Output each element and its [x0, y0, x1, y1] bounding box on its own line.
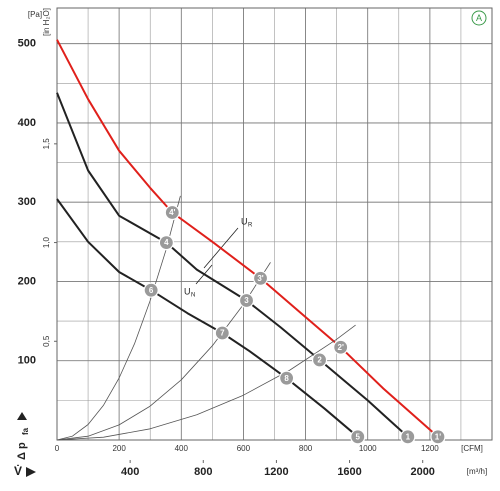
curve: [56, 39, 439, 438]
curve: [56, 198, 359, 438]
point-marker: [279, 370, 295, 386]
point-marker: [333, 339, 349, 355]
point-label: 8: [284, 374, 289, 383]
y2-tick-label: 0,5: [42, 335, 51, 347]
y-symbol: Δ p fa: [16, 412, 30, 460]
point-marker: [238, 292, 255, 309]
y-tick-label: 200: [18, 275, 36, 287]
y-tick-label: 300: [18, 196, 36, 208]
y-symbol-sub: fa: [21, 427, 30, 435]
y-arrow: [17, 412, 27, 420]
point-marker: [400, 429, 416, 445]
x2-tick-label: 1600: [337, 466, 361, 478]
point-marker: [143, 282, 159, 298]
x-tick-label: 600: [237, 444, 251, 453]
badge-circle: [471, 10, 487, 26]
x2-tick-label: 400: [121, 466, 139, 478]
x-tick-label: 200: [112, 444, 126, 453]
x-tick-label: 800: [299, 444, 313, 453]
badge: A: [476, 13, 482, 23]
grid: [56, 8, 492, 440]
y2-tick-label: 1,0: [42, 236, 51, 248]
y-tick-label: 100: [18, 355, 36, 367]
point-label: 4': [169, 208, 175, 217]
annotation-sub: R: [248, 223, 253, 229]
x-symbol: V̇: [14, 463, 22, 478]
point-marker: [164, 204, 180, 221]
point-label: 1': [435, 432, 441, 441]
y2-unit: [in H₂O]: [42, 8, 51, 36]
y-symbol-main: Δ p: [16, 442, 28, 460]
x-unit: [CFM]: [461, 444, 483, 453]
point-label: 3: [244, 296, 249, 305]
y2-tick-label: 1,5: [42, 138, 51, 150]
x2-tick-label: 800: [194, 466, 212, 478]
x2-tick-label: 1200: [264, 466, 288, 478]
x-tick-label: 1200: [421, 444, 439, 453]
y-tick-label: 500: [18, 38, 36, 50]
x2-unit: [m³/h]: [467, 467, 487, 476]
y-unit: [Pa]: [28, 10, 42, 19]
point-label: 1: [406, 432, 411, 441]
point-label: 7: [220, 329, 225, 338]
annotation-sub: N: [191, 293, 195, 299]
point-marker: [350, 429, 366, 445]
curve: [56, 262, 271, 441]
point-label: 3': [257, 274, 263, 283]
point-label: 6: [149, 286, 154, 295]
x-tick-label: 0: [55, 444, 60, 453]
point-marker: [252, 270, 269, 286]
point-label: 4: [164, 238, 169, 247]
x2-tick-label: 2000: [410, 466, 434, 478]
point-marker: [214, 325, 230, 341]
x-tick-label: 1000: [359, 444, 377, 453]
point-marker: [430, 429, 446, 445]
x-arrow: [26, 467, 36, 477]
point-marker: [158, 235, 174, 251]
annotation: U: [184, 286, 191, 296]
x-tick-label: 400: [175, 444, 189, 453]
annotation: U: [241, 216, 248, 226]
point-label: 2': [338, 343, 344, 352]
point-label: 2: [317, 356, 322, 365]
plot-frame: [56, 7, 493, 441]
point-label: 5: [356, 432, 361, 441]
curve: [56, 324, 356, 441]
point-marker: [311, 352, 328, 368]
curve: [56, 195, 181, 441]
y-tick-label: 400: [18, 117, 36, 129]
curve: [56, 92, 409, 438]
